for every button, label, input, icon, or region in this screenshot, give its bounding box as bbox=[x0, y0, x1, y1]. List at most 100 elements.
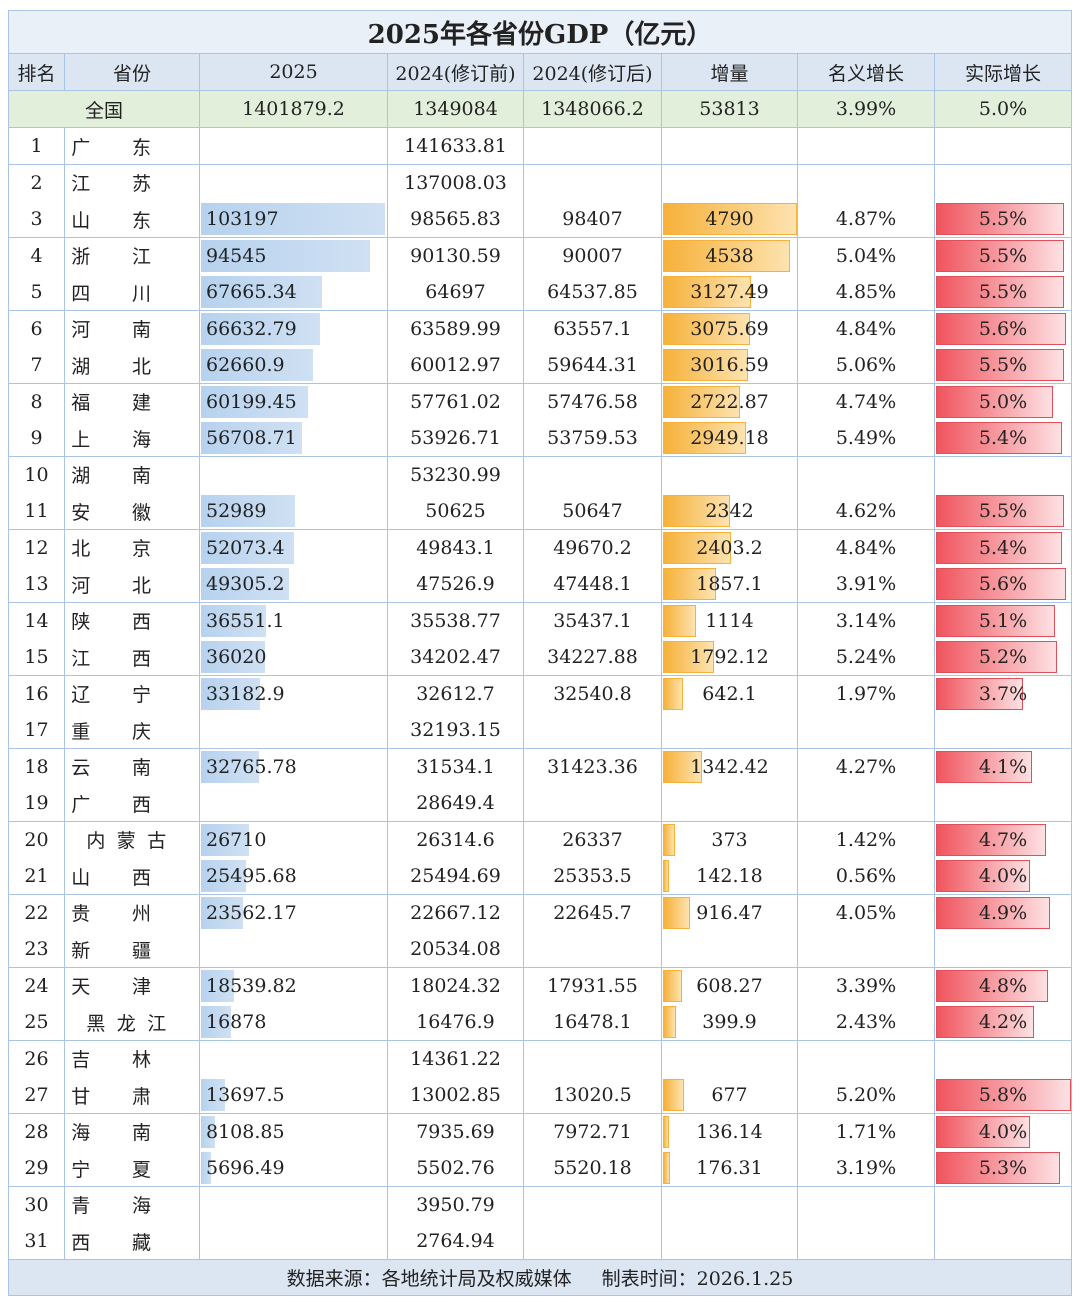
cell: 5.20% bbox=[798, 1077, 935, 1114]
cell: 57476.58 bbox=[524, 383, 662, 421]
cell: 5.6% bbox=[935, 566, 1072, 603]
cell: 1.71% bbox=[798, 1113, 935, 1151]
cell-text: 26 bbox=[24, 1047, 49, 1070]
cell: 49305.2 bbox=[200, 566, 388, 603]
cell bbox=[524, 1223, 662, 1260]
data-bar bbox=[663, 860, 669, 892]
cell: 4.87% bbox=[798, 201, 935, 238]
cell: 50625 bbox=[388, 493, 524, 530]
cell-text: 10 bbox=[24, 463, 49, 486]
cell: 2722.87 bbox=[662, 383, 798, 421]
cell: 3950.79 bbox=[388, 1186, 524, 1224]
data-bar bbox=[936, 604, 1055, 637]
cell bbox=[935, 1040, 1072, 1078]
data-bar bbox=[201, 1152, 212, 1184]
rank: 25 bbox=[8, 1004, 65, 1041]
cell-text: 11 bbox=[24, 500, 49, 522]
cell: 3075.69 bbox=[662, 310, 798, 348]
cell-text: 20 bbox=[24, 828, 49, 851]
cell-text: 湖北 bbox=[71, 355, 193, 378]
cell: 0.56% bbox=[798, 858, 935, 895]
cell-text: 16478.1 bbox=[553, 1011, 632, 1033]
data-bar bbox=[663, 677, 683, 710]
cell-text: 2024(修订后) bbox=[532, 62, 653, 85]
cell-text: 0.56% bbox=[835, 865, 897, 887]
cell-text: 25 bbox=[24, 1011, 49, 1033]
cell bbox=[935, 785, 1072, 822]
cell-text: 27 bbox=[24, 1084, 49, 1106]
cell: 1.42% bbox=[798, 821, 935, 859]
cell-text: 3.99% bbox=[835, 98, 897, 120]
cell: 2342 bbox=[662, 493, 798, 530]
cell-text: 14361.22 bbox=[410, 1047, 501, 1070]
rank: 14 bbox=[8, 602, 65, 640]
cell-text: 重庆 bbox=[71, 720, 193, 743]
cell-text: 103197 bbox=[206, 208, 279, 230]
column-header: 2024(修订后) bbox=[524, 54, 662, 91]
cell: 3.7% bbox=[935, 675, 1072, 713]
rank: 21 bbox=[8, 858, 65, 895]
rank: 30 bbox=[8, 1186, 65, 1224]
cell-text: 25495.68 bbox=[206, 865, 297, 887]
cell: 5.5% bbox=[935, 493, 1072, 530]
data-bar bbox=[201, 531, 294, 564]
cell: 14361.22 bbox=[388, 1040, 524, 1078]
cell: 3.14% bbox=[798, 602, 935, 640]
province: 四川 bbox=[65, 274, 200, 311]
rank: 2 bbox=[8, 164, 65, 202]
cell bbox=[662, 1223, 798, 1260]
cell: 32765.78 bbox=[200, 748, 388, 786]
rank: 4 bbox=[8, 237, 65, 275]
cell bbox=[524, 931, 662, 968]
cell-text: 江西 bbox=[71, 647, 193, 670]
province: 湖北 bbox=[65, 347, 200, 384]
cell-text: 湖南 bbox=[71, 465, 193, 487]
cell-text: 1.97% bbox=[835, 682, 897, 705]
province: 贵州 bbox=[65, 894, 200, 932]
cell bbox=[200, 931, 388, 968]
cell: 4.62% bbox=[798, 493, 935, 530]
cell-text: 35437.1 bbox=[553, 609, 632, 632]
cell-text: 18024.32 bbox=[410, 974, 501, 997]
cell-text: 32765.78 bbox=[206, 755, 297, 778]
cell: 5520.18 bbox=[524, 1150, 662, 1187]
data-bar bbox=[936, 422, 1062, 454]
cell-text: 50625 bbox=[425, 500, 486, 522]
rank: 11 bbox=[8, 493, 65, 530]
cell-text: 34227.88 bbox=[547, 646, 638, 668]
data-bar bbox=[936, 896, 1051, 929]
cell: 5.04% bbox=[798, 237, 935, 275]
data-bar bbox=[201, 203, 385, 235]
cell: 2764.94 bbox=[388, 1223, 524, 1260]
rank: 20 bbox=[8, 821, 65, 859]
cell-text: 64697 bbox=[425, 281, 486, 303]
cell: 26710 bbox=[200, 821, 388, 859]
cell: 20534.08 bbox=[388, 931, 524, 968]
data-bar bbox=[936, 203, 1065, 235]
cell: 36551.1 bbox=[200, 602, 388, 640]
cell: 4.74% bbox=[798, 383, 935, 421]
cell: 5.4% bbox=[935, 529, 1072, 567]
cell: 8108.85 bbox=[200, 1113, 388, 1151]
rank: 12 bbox=[8, 529, 65, 567]
cell: 176.31 bbox=[662, 1150, 798, 1187]
cell-text: 3 bbox=[30, 208, 43, 230]
province: 福建 bbox=[65, 383, 200, 421]
cell: 32540.8 bbox=[524, 675, 662, 713]
cell-text: 北京 bbox=[71, 538, 193, 560]
data-bar bbox=[936, 641, 1058, 673]
cell-text: 373 bbox=[711, 828, 748, 851]
cell-text: 142.18 bbox=[696, 865, 763, 887]
cell-text: 1348066.2 bbox=[541, 98, 644, 120]
cell-text: 6 bbox=[30, 317, 43, 340]
cell bbox=[798, 1223, 935, 1260]
data-bar bbox=[936, 568, 1067, 600]
cell: 5.0% bbox=[935, 383, 1072, 421]
rank: 16 bbox=[8, 675, 65, 713]
data-bar bbox=[936, 349, 1065, 381]
province: 陕西 bbox=[65, 602, 200, 640]
rank: 1 bbox=[8, 128, 65, 165]
province: 宁夏 bbox=[65, 1150, 200, 1187]
cell: 642.1 bbox=[662, 675, 798, 713]
cell-text: 1342.42 bbox=[690, 755, 769, 778]
